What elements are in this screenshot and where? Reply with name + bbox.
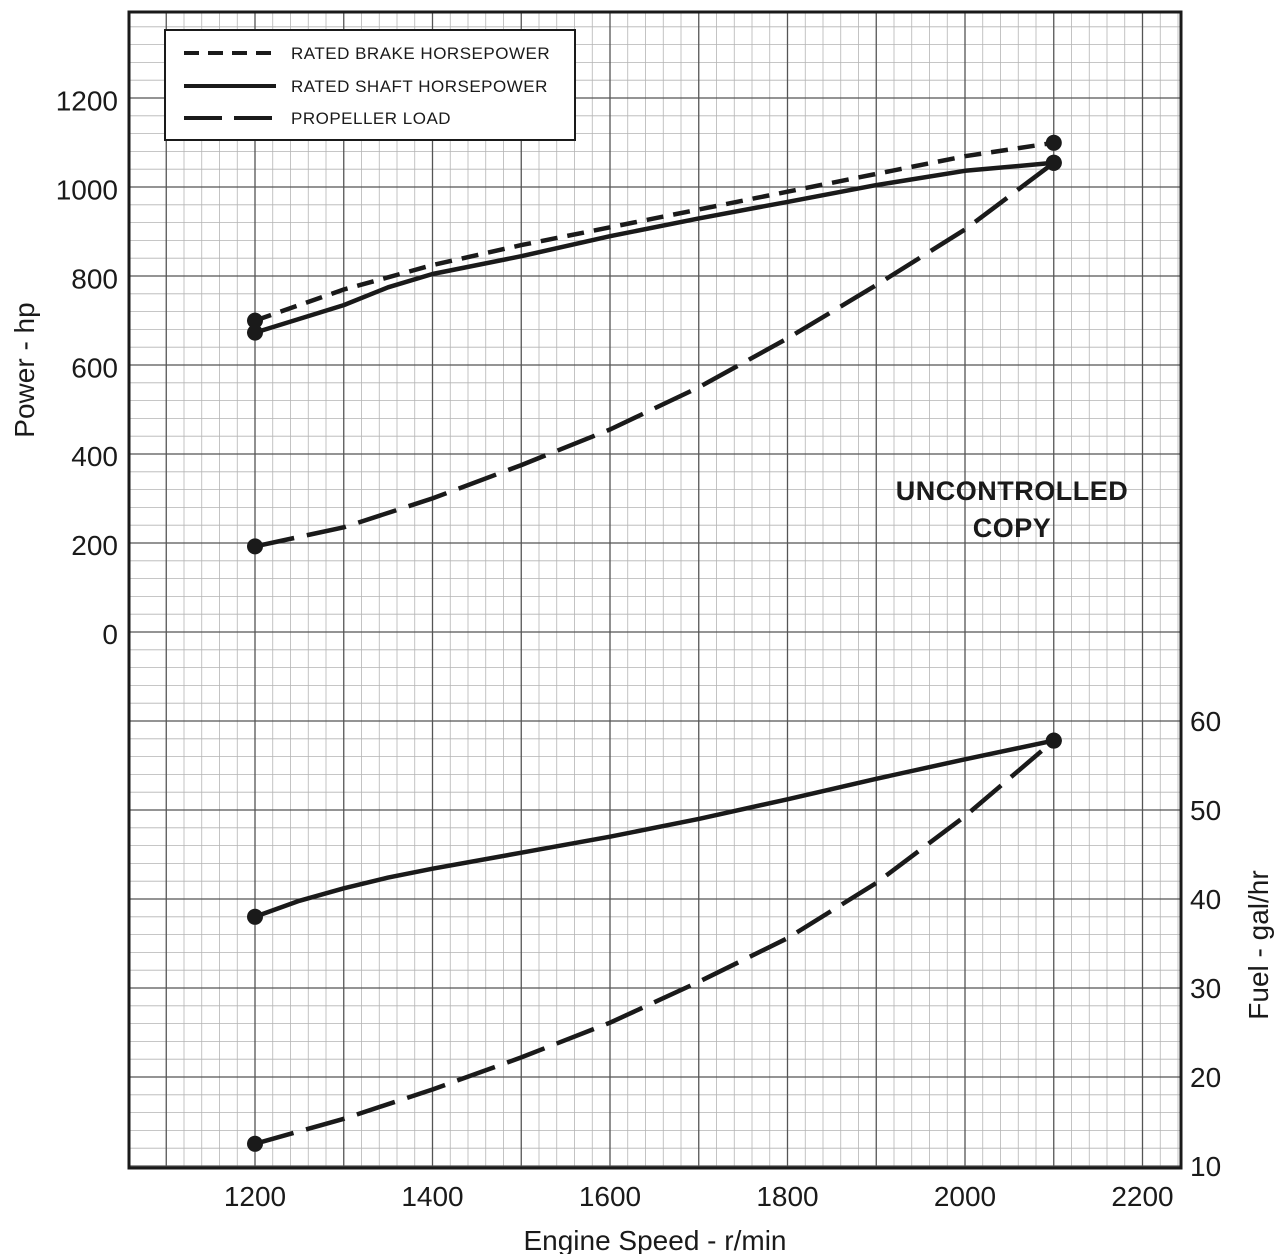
minor-grid bbox=[129, 12, 1181, 1168]
series-point-marker bbox=[247, 908, 263, 925]
watermark-line-2: COPY bbox=[973, 513, 1052, 543]
major-grid bbox=[129, 12, 1181, 1168]
power-tick-label: 1200 bbox=[56, 86, 118, 117]
legend-label-rated-shaft-horsepower: RATED SHAFT HORSEPOWER bbox=[291, 77, 548, 96]
legend: RATED BRAKE HORSEPOWER RATED SHAFT HORSE… bbox=[164, 29, 576, 141]
fuel-tick-label: 40 bbox=[1190, 884, 1221, 915]
fuel-axis-ticks: 10 20 30 40 50 60 bbox=[1190, 706, 1221, 1182]
speed-tick-label: 2000 bbox=[934, 1181, 996, 1212]
speed-tick-label: 1200 bbox=[224, 1181, 286, 1212]
series-point-marker bbox=[247, 324, 263, 341]
power-axis-ticks: 0 200 400 600 800 1000 1200 bbox=[56, 86, 118, 650]
legend-label-propeller-load: PROPELLER LOAD bbox=[291, 109, 451, 128]
x-axis-title: Engine Speed - r/min bbox=[523, 1225, 786, 1254]
watermark: UNCONTROLLED COPY bbox=[896, 476, 1128, 543]
series-line-0 bbox=[254, 140, 1055, 323]
series-point-marker bbox=[247, 538, 263, 555]
speed-axis-ticks: 1200 1400 1600 1800 2000 2200 bbox=[224, 1181, 1174, 1212]
fuel-tick-label: 50 bbox=[1190, 795, 1221, 826]
series-point-marker bbox=[1045, 134, 1062, 151]
watermark-line-1: UNCONTROLLED bbox=[896, 476, 1128, 506]
series-point-marker bbox=[1045, 732, 1062, 749]
series-point-marker bbox=[247, 312, 263, 329]
power-tick-label: 0 bbox=[102, 619, 118, 650]
power-axis-title: Power - hp bbox=[9, 302, 40, 437]
series-point-marker bbox=[247, 1135, 263, 1152]
legend-label-rated-brake-horsepower: RATED BRAKE HORSEPOWER bbox=[291, 44, 550, 63]
fuel-tick-label: 10 bbox=[1190, 1151, 1221, 1182]
power-tick-label: 1000 bbox=[56, 175, 118, 206]
series-line-2 bbox=[254, 161, 1056, 549]
plot-frame bbox=[127, 10, 1183, 1170]
series-line-1 bbox=[254, 160, 1055, 335]
series-point-marker bbox=[1045, 154, 1062, 171]
speed-tick-label: 1600 bbox=[579, 1181, 641, 1212]
power-tick-label: 800 bbox=[71, 263, 118, 294]
speed-tick-label: 1400 bbox=[401, 1181, 463, 1212]
fuel-tick-label: 60 bbox=[1190, 706, 1221, 737]
series-layer bbox=[247, 134, 1062, 1152]
series-line-3 bbox=[254, 738, 1055, 919]
fuel-axis-title: Fuel - gal/hr bbox=[1243, 870, 1274, 1019]
power-tick-label: 200 bbox=[71, 530, 118, 561]
speed-tick-label: 1800 bbox=[756, 1181, 818, 1212]
power-tick-label: 400 bbox=[71, 441, 118, 472]
fuel-tick-label: 30 bbox=[1190, 973, 1221, 1004]
fuel-tick-label: 20 bbox=[1190, 1062, 1221, 1093]
series-line-4 bbox=[254, 738, 1056, 1146]
speed-tick-label: 2200 bbox=[1111, 1181, 1173, 1212]
power-tick-label: 600 bbox=[71, 352, 118, 383]
